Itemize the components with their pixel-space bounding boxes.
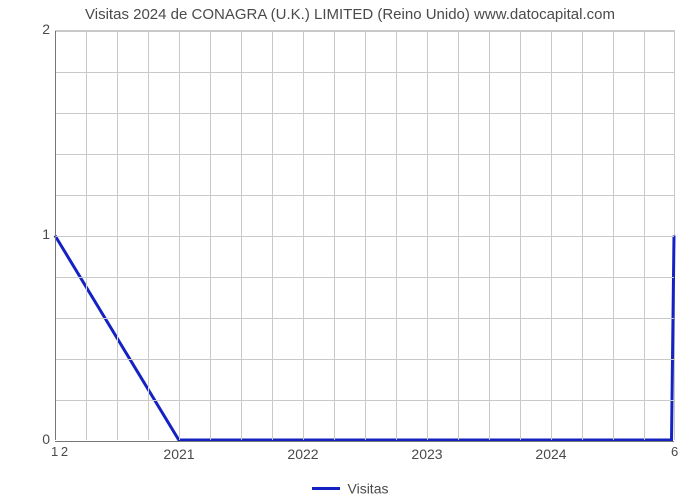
gridline-v-minor [365, 31, 366, 440]
gridline-v-minor [86, 31, 87, 440]
y-tick-label: 0 [10, 431, 50, 447]
gridline-v [427, 31, 428, 440]
legend-swatch [312, 487, 340, 490]
plot-area [55, 30, 675, 440]
x-end-label: 1 [51, 444, 58, 459]
gridline-v-minor [396, 31, 397, 440]
gridline-v-minor [241, 31, 242, 440]
gridline-v-minor [148, 31, 149, 440]
gridline-v-minor [520, 31, 521, 440]
gridline-v [303, 31, 304, 440]
gridline-v-minor [489, 31, 490, 440]
y-axis-line [55, 31, 56, 440]
x-end-label: 2 [61, 444, 68, 459]
x-tick-label: 2023 [411, 446, 442, 462]
y-tick-label: 2 [10, 21, 50, 37]
gridline-v-minor [613, 31, 614, 440]
gridline-v-minor [272, 31, 273, 440]
x-tick-label: 2022 [287, 446, 318, 462]
chart-title: Visitas 2024 de CONAGRA (U.K.) LIMITED (… [0, 6, 700, 23]
y-tick-label: 1 [10, 226, 50, 242]
legend: Visitas [0, 479, 700, 496]
x-tick-label: 2021 [163, 446, 194, 462]
gridline-v-minor [334, 31, 335, 440]
gridline-v-minor [582, 31, 583, 440]
visits-chart: Visitas 2024 de CONAGRA (U.K.) LIMITED (… [0, 0, 700, 500]
gridline-v [551, 31, 552, 440]
gridline-v-minor [117, 31, 118, 440]
x-end-label: 6 [671, 444, 678, 459]
x-axis-line [55, 441, 674, 442]
legend-label: Visitas [348, 480, 389, 496]
gridline-v-minor [210, 31, 211, 440]
gridline-v-minor [458, 31, 459, 440]
gridline-v-minor [644, 31, 645, 440]
gridline-v [179, 31, 180, 440]
x-tick-label: 2024 [535, 446, 566, 462]
